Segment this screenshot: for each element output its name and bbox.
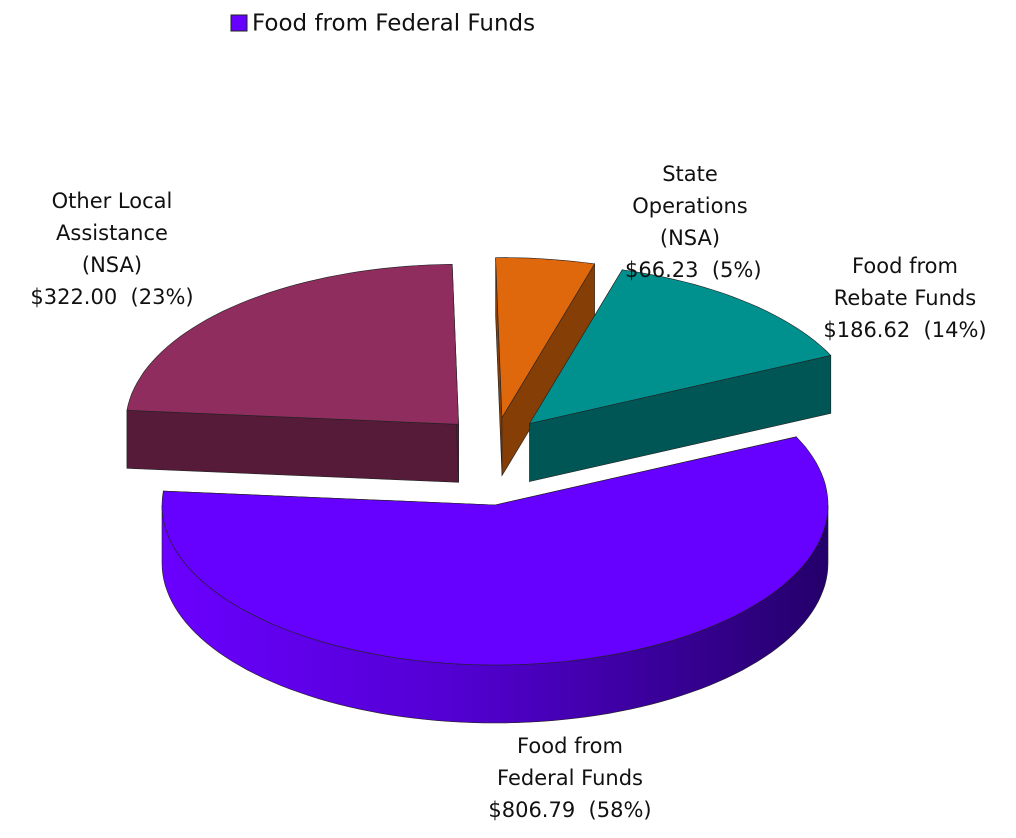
- data-label: Other Local Assistance (NSA) $322.00 (23…: [25, 185, 200, 313]
- slice-top: [126, 263, 459, 425]
- legend-swatch: [230, 14, 248, 32]
- slice-top: [161, 436, 829, 666]
- slice-value: $322.00 (23%): [30, 285, 194, 309]
- slice: [126, 263, 459, 483]
- slice-name: State Operations (NSA): [632, 162, 748, 250]
- slice: [161, 436, 829, 724]
- slice: [528, 268, 832, 483]
- legend-text: Food from Federal Funds: [252, 11, 535, 37]
- slice-name: Food from Federal Funds: [497, 734, 643, 790]
- slice: [495, 257, 596, 477]
- slice-value: $806.79 (58%): [488, 798, 652, 822]
- slice-top: [528, 269, 832, 424]
- slice-value: $66.23 (5%): [625, 258, 762, 282]
- data-label: Food from Federal Funds $806.79 (58%): [483, 730, 658, 826]
- slice-value: $186.62 (14%): [823, 318, 987, 342]
- data-label: State Operations (NSA) $66.23 (5%): [625, 158, 762, 286]
- slice-name: Other Local Assistance (NSA): [51, 189, 173, 277]
- data-label: Food from Rebate Funds $186.62 (14%): [820, 250, 990, 346]
- slice-name: Food from Rebate Funds: [833, 254, 977, 310]
- slice-top: [495, 257, 596, 419]
